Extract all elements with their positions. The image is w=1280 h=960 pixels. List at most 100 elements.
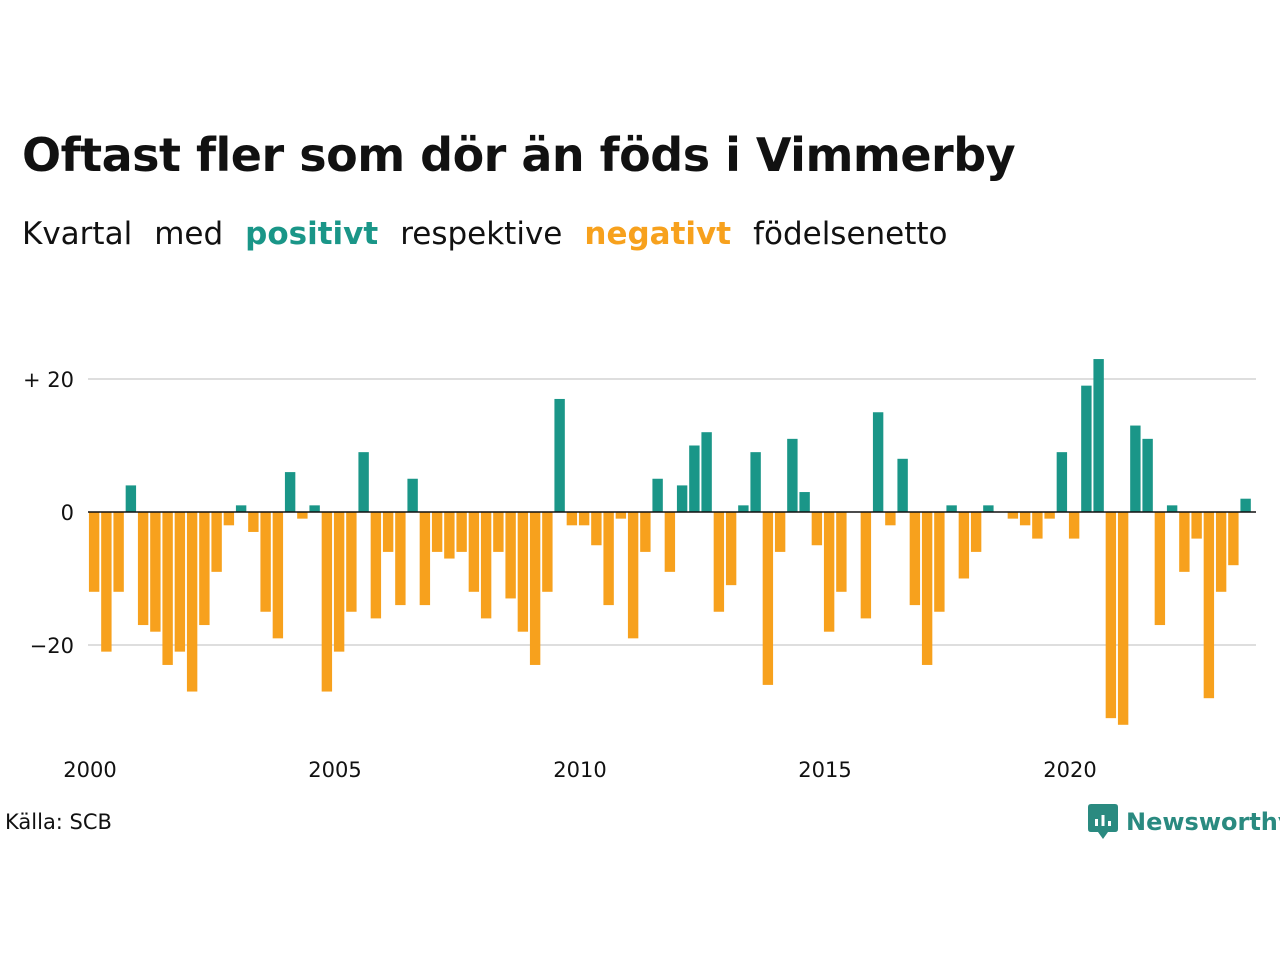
y-tick-label: −20	[30, 634, 74, 658]
bar	[603, 512, 614, 606]
bar	[1215, 512, 1227, 592]
bar	[358, 452, 369, 512]
bar	[542, 512, 553, 592]
newsworthy-logo-icon	[1088, 804, 1118, 839]
bar	[1130, 425, 1141, 512]
bar	[591, 512, 602, 546]
bar	[88, 512, 100, 592]
bar	[370, 512, 382, 619]
bar	[529, 512, 541, 665]
bar	[615, 512, 627, 519]
bar	[248, 512, 259, 532]
bar	[174, 512, 186, 652]
bar	[321, 512, 333, 692]
bar	[872, 412, 884, 512]
bar	[566, 512, 578, 526]
bar	[640, 512, 651, 552]
bar	[223, 512, 235, 526]
bars	[88, 359, 1251, 725]
bar	[272, 512, 284, 639]
bar	[431, 512, 443, 552]
bar	[823, 512, 835, 632]
bar	[1203, 512, 1215, 699]
bar	[1056, 452, 1068, 512]
bar	[1044, 512, 1055, 519]
bar	[333, 512, 345, 652]
bar	[1166, 505, 1178, 512]
bar	[750, 452, 761, 512]
bar	[235, 505, 247, 512]
bar	[1105, 512, 1117, 719]
bar	[395, 512, 406, 606]
bar	[946, 505, 957, 512]
bar	[1019, 512, 1031, 526]
newsworthy-logo-text: Newsworthy	[1126, 808, 1280, 836]
bar	[627, 512, 639, 639]
bar	[1191, 512, 1202, 539]
bar	[738, 505, 749, 512]
bar	[260, 512, 271, 612]
bar	[150, 512, 161, 632]
bar	[1228, 512, 1239, 566]
bar	[909, 512, 921, 606]
bar	[970, 512, 982, 552]
bar	[162, 512, 173, 665]
bar	[762, 512, 774, 685]
bar	[346, 512, 357, 612]
bar	[676, 485, 688, 512]
bar	[186, 512, 198, 692]
subtitle-text-respektive: respektive	[400, 216, 563, 252]
bar	[774, 512, 786, 552]
bar	[652, 478, 663, 512]
bar	[799, 492, 810, 512]
bar	[787, 438, 798, 512]
bar	[505, 512, 516, 599]
subtitle-negative-word: negativt	[584, 216, 732, 252]
bar	[456, 512, 467, 552]
bar	[1179, 512, 1190, 572]
bar	[836, 512, 847, 592]
x-tick-label: 2020	[1043, 758, 1096, 782]
bar	[101, 512, 112, 652]
chart-subtitle: Kvartal med positivt respektive negativt föde…	[22, 216, 970, 252]
bar	[1068, 512, 1080, 539]
bar	[211, 512, 222, 572]
y-tick-label: + 20	[23, 368, 74, 392]
bar	[444, 512, 455, 559]
y-tick-label: 0	[61, 501, 74, 525]
bar	[921, 512, 933, 665]
bar	[1117, 512, 1129, 725]
bar	[1154, 512, 1166, 626]
bar	[113, 512, 124, 592]
bar	[885, 512, 896, 526]
bar	[309, 505, 320, 512]
source-note: Källa: SCB	[5, 810, 112, 834]
bar	[125, 485, 137, 512]
x-tick-label: 2010	[553, 758, 606, 782]
bar	[1007, 512, 1019, 519]
bar	[137, 512, 149, 626]
bar	[284, 472, 296, 512]
bar	[713, 512, 725, 612]
bar	[199, 512, 210, 626]
bar	[517, 512, 529, 632]
x-tick-label: 2015	[798, 758, 851, 782]
bar	[983, 505, 994, 512]
subtitle-positive-word: positivt	[245, 216, 379, 252]
bar	[958, 512, 970, 579]
bar	[701, 432, 712, 512]
bar	[1240, 498, 1251, 512]
bar	[1093, 359, 1104, 512]
x-tick-label: 2005	[308, 758, 361, 782]
bar	[725, 512, 737, 586]
bar	[382, 512, 394, 552]
bar	[493, 512, 504, 552]
bar	[578, 512, 590, 526]
bar	[811, 512, 823, 546]
bar	[554, 398, 565, 512]
axes: + 20 0 −20 2000 2005 2010 2015 2020	[23, 368, 1256, 782]
grid-lines	[88, 378, 1256, 646]
bar	[1032, 512, 1043, 539]
bar	[480, 512, 492, 619]
bar	[934, 512, 945, 612]
